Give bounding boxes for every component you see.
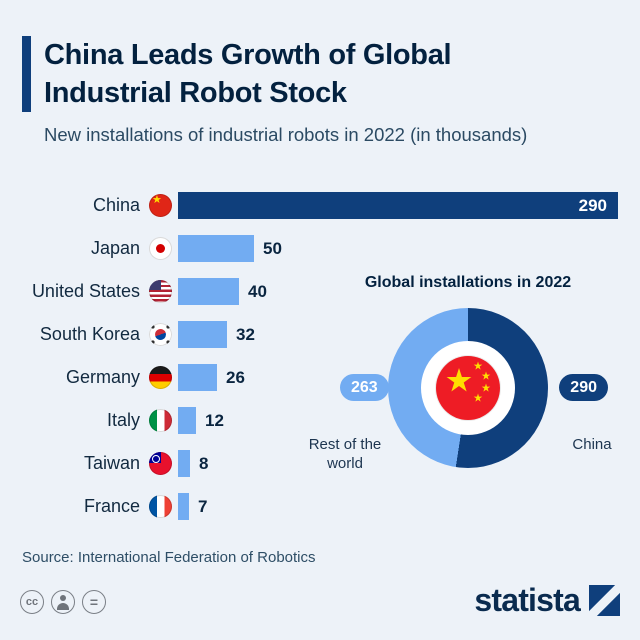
bar-row: United States 40 xyxy=(20,278,620,305)
bar xyxy=(178,364,217,391)
title-line-2: Industrial Robot Stock xyxy=(44,77,347,109)
statista-logo-icon xyxy=(589,585,620,616)
category-label: South Korea xyxy=(39,324,140,344)
title-accent-bar xyxy=(22,36,31,112)
category-label: Germany xyxy=(65,367,140,387)
bar xyxy=(178,450,190,477)
bar xyxy=(178,235,254,262)
bar xyxy=(178,321,227,348)
bar-value: 40 xyxy=(248,281,267,301)
bar-value: 8 xyxy=(199,453,209,473)
japan-flag-icon xyxy=(149,237,172,260)
title-line-1: China Leads Growth of Global xyxy=(44,39,452,71)
category-label: Japan xyxy=(90,238,140,258)
bar-value: 50 xyxy=(263,238,282,258)
bar-row: China 290 xyxy=(20,192,620,219)
bar-value: 290 xyxy=(578,195,607,215)
bar-value: 7 xyxy=(198,496,208,516)
donut-label-rest-of-world: Rest of the world xyxy=(308,436,382,472)
statista-wordmark: statista xyxy=(474,582,580,618)
bar-chart: China 290 Japan 50 United States xyxy=(20,192,620,536)
donut-value-rest-of-world: 263 xyxy=(340,374,389,401)
taiwan-flag-icon xyxy=(149,452,172,475)
donut-ring: 263 290 Rest of the world China xyxy=(309,308,612,472)
bar-row: Germany 26 xyxy=(20,364,620,391)
category-label: Italy xyxy=(106,410,140,430)
donut-chart: Global installations in 2022 263 290 Res… xyxy=(309,274,618,472)
china-flag-icon xyxy=(149,194,172,217)
united-states-flag-icon xyxy=(149,280,172,303)
category-label: United States xyxy=(31,281,140,301)
bar-row: Japan 50 xyxy=(20,235,620,262)
bar xyxy=(178,493,189,520)
bar xyxy=(178,407,196,434)
statista-logo[interactable]: statista xyxy=(474,582,620,619)
creative-commons-icon[interactable]: cc xyxy=(20,590,44,614)
bar-value: 32 xyxy=(236,324,255,344)
bar xyxy=(178,278,239,305)
category-label: China xyxy=(92,195,140,215)
france-flag-icon xyxy=(149,495,172,518)
south-korea-flag-icon xyxy=(149,323,172,346)
donut-value-china: 290 xyxy=(559,374,608,401)
germany-flag-icon xyxy=(149,366,172,389)
donut-label-china: China xyxy=(572,436,612,453)
attribution-person-icon[interactable] xyxy=(51,590,75,614)
page-title: China Leads Growth of Global Industrial … xyxy=(44,36,452,112)
donut-title: Global installations in 2022 xyxy=(364,274,572,291)
bar-value: 26 xyxy=(226,367,245,387)
page-subtitle: New installations of industrial robots i… xyxy=(44,124,528,145)
bar-row: Italy 12 xyxy=(20,407,620,434)
bar-row: South Korea 32 xyxy=(20,321,620,348)
header: China Leads Growth of Global Industrial … xyxy=(22,36,452,112)
source-note: Source: International Federation of Robo… xyxy=(22,549,316,566)
bar-row: France 7 xyxy=(20,493,620,520)
license-badges: cc = xyxy=(20,590,106,614)
category-label: Taiwan xyxy=(83,453,140,473)
no-derivatives-icon[interactable]: = xyxy=(82,590,106,614)
bar-value: 12 xyxy=(205,410,224,430)
china-flag-center-icon xyxy=(436,356,500,420)
category-label: France xyxy=(83,496,140,516)
italy-flag-icon xyxy=(149,409,172,432)
china-flag-stars xyxy=(446,361,491,402)
bar-row: Taiwan 8 xyxy=(20,450,620,477)
bar xyxy=(178,192,618,219)
